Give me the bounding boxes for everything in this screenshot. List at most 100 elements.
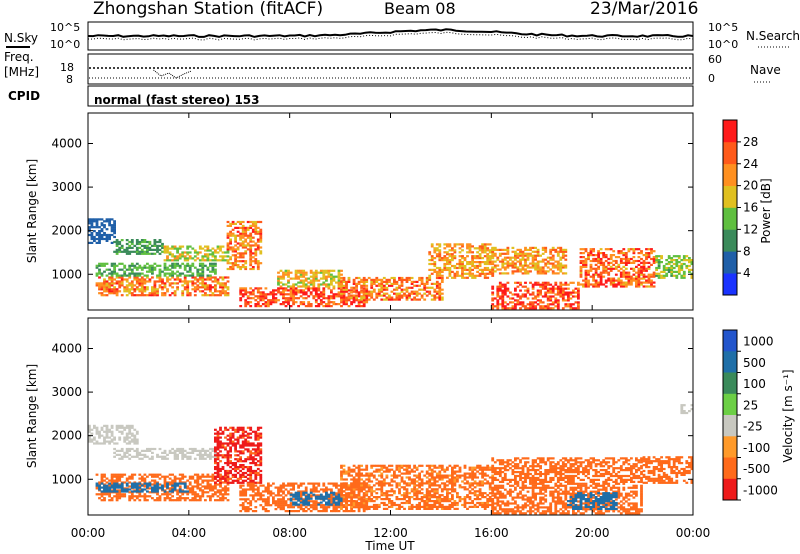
echo-cell bbox=[519, 260, 522, 263]
echo-cell bbox=[375, 507, 379, 510]
echo-cell bbox=[461, 268, 464, 271]
echo-cell bbox=[103, 488, 106, 491]
echo-cell bbox=[375, 503, 379, 507]
echo-cell bbox=[425, 286, 429, 289]
echo-cell bbox=[405, 296, 409, 299]
echo-cell bbox=[493, 270, 497, 273]
echo-cell bbox=[209, 453, 212, 456]
echo-cell bbox=[256, 303, 260, 306]
echo-cell bbox=[589, 263, 593, 266]
echo-cell bbox=[657, 272, 661, 275]
echo-cell bbox=[163, 485, 167, 488]
echo-cell bbox=[463, 272, 467, 275]
echo-cell bbox=[221, 454, 225, 457]
echo-cell bbox=[224, 481, 227, 484]
echo-cell bbox=[267, 504, 270, 507]
echo-cell bbox=[269, 492, 273, 495]
echo-cell bbox=[249, 301, 253, 304]
echo-cell bbox=[506, 264, 510, 267]
echo-cell bbox=[430, 257, 434, 260]
echo-cell bbox=[340, 296, 343, 299]
echo-cell bbox=[314, 508, 318, 511]
echo-cell bbox=[113, 475, 116, 478]
echo-cell bbox=[637, 256, 641, 259]
echo-cell bbox=[289, 271, 293, 274]
echo-cell bbox=[115, 250, 119, 253]
echo-cell bbox=[357, 503, 361, 507]
echo-cell bbox=[93, 230, 96, 233]
echo-cell bbox=[219, 436, 222, 439]
echo-cell bbox=[370, 474, 374, 477]
echo-cell bbox=[251, 488, 255, 491]
echo-cell bbox=[319, 510, 323, 513]
echo-cell bbox=[183, 264, 187, 267]
echo-cell bbox=[647, 281, 651, 284]
echo-cell bbox=[488, 268, 492, 271]
echo-cell bbox=[138, 486, 142, 489]
echo-cell bbox=[95, 218, 99, 221]
echo-cell bbox=[362, 480, 366, 483]
echo-cell bbox=[226, 487, 230, 490]
echo-cell bbox=[682, 259, 686, 262]
echo-cell bbox=[120, 482, 124, 485]
echo-cell bbox=[224, 454, 227, 457]
echo-cell bbox=[103, 442, 106, 445]
echo-cell bbox=[342, 276, 346, 280]
echo-cell bbox=[352, 494, 356, 497]
echo-cell bbox=[93, 226, 96, 229]
echo-cell bbox=[95, 440, 99, 443]
echo-cell bbox=[337, 506, 341, 509]
echo-cell bbox=[690, 268, 694, 271]
echo-cell bbox=[226, 481, 230, 484]
echo-cell bbox=[330, 498, 333, 501]
echo-cell bbox=[201, 278, 205, 281]
echo-cell bbox=[236, 230, 240, 233]
echo-cell bbox=[171, 488, 174, 491]
echo-cell bbox=[617, 279, 621, 282]
echo-cell bbox=[241, 240, 245, 243]
echo-cell bbox=[534, 258, 537, 261]
echo-cell bbox=[264, 498, 268, 501]
echo-cell bbox=[609, 269, 613, 272]
echo-cell bbox=[130, 493, 134, 496]
echo-cell bbox=[239, 254, 242, 257]
echo-cell bbox=[249, 504, 253, 507]
echo-cell bbox=[287, 498, 290, 501]
echo-cell bbox=[254, 220, 258, 224]
echo-cell bbox=[577, 305, 580, 308]
echo-cell bbox=[688, 270, 691, 273]
echo-cell bbox=[100, 479, 104, 482]
echo-cell bbox=[244, 448, 248, 451]
echo-cell bbox=[120, 457, 124, 460]
echo-cell bbox=[284, 269, 288, 272]
echo-cell bbox=[201, 491, 205, 494]
echo-cell bbox=[100, 222, 104, 225]
echo-cell bbox=[269, 299, 273, 302]
echo-cell bbox=[637, 281, 641, 284]
echo-cell bbox=[435, 255, 439, 258]
echo-cell bbox=[211, 489, 215, 492]
echo-cell bbox=[173, 477, 177, 480]
echo-cell bbox=[229, 442, 232, 445]
echo-cell bbox=[161, 270, 164, 273]
echo-cell bbox=[103, 440, 106, 443]
echo-cell bbox=[632, 252, 636, 255]
echo-cell bbox=[229, 440, 232, 443]
echo-cell bbox=[630, 281, 633, 284]
echo-cell bbox=[241, 494, 245, 497]
echo-cell bbox=[219, 426, 222, 429]
echo-cell bbox=[259, 469, 263, 473]
echo-cell bbox=[118, 248, 122, 251]
echo-cell bbox=[115, 282, 119, 285]
echo-cell bbox=[541, 295, 545, 298]
echo-cell bbox=[234, 254, 237, 257]
echo-cell bbox=[599, 263, 603, 266]
echo-cell bbox=[171, 262, 174, 265]
echo-cell bbox=[133, 438, 137, 441]
echo-cell bbox=[166, 493, 169, 496]
echo-cell bbox=[340, 505, 343, 508]
echo-cell bbox=[503, 248, 507, 251]
echo-cell bbox=[645, 256, 648, 259]
echo-cell bbox=[675, 262, 679, 266]
y-tick-label: 4000 bbox=[51, 137, 82, 151]
